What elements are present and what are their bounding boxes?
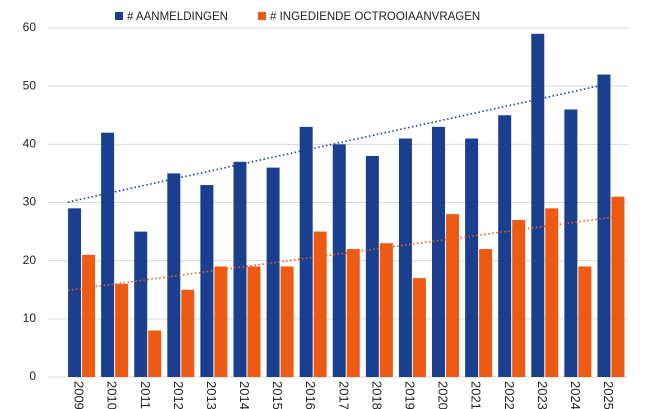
trend-line (67, 216, 612, 292)
bar (346, 249, 360, 377)
x-tick-label: 2024 (568, 381, 583, 409)
bar (578, 266, 592, 377)
bar (68, 208, 82, 377)
bar (479, 249, 493, 377)
y-tick-label: 0 (29, 369, 36, 383)
x-tick-label: 2015 (270, 381, 285, 409)
bar (498, 115, 512, 377)
bar (545, 208, 559, 377)
bar (465, 138, 479, 377)
x-tick-label: 2025 (601, 381, 616, 409)
x-tick-label: 2018 (369, 381, 384, 409)
bar (101, 132, 115, 377)
y-tick-label: 60 (23, 20, 37, 34)
y-tick-label: 30 (23, 195, 37, 209)
x-tick-label: 2022 (502, 381, 517, 409)
y-tick-label: 20 (23, 253, 37, 267)
bar (214, 266, 228, 377)
bar (115, 283, 129, 377)
x-tick-label: 2009 (72, 381, 87, 409)
bar (432, 126, 446, 377)
bar (611, 196, 625, 377)
bar (597, 74, 611, 378)
bar (167, 173, 181, 377)
bar (379, 243, 393, 377)
bar (512, 219, 526, 377)
bar (531, 33, 545, 378)
x-tick-label: 2011 (138, 381, 153, 409)
legend-label: # AANMELDINGEN (127, 11, 228, 23)
bar (134, 231, 148, 377)
bar (181, 289, 195, 377)
x-tick-label: 2023 (535, 381, 550, 409)
y-tick-label: 50 (23, 78, 37, 92)
bar (247, 266, 261, 377)
legend-swatch (115, 12, 123, 20)
bar (446, 214, 460, 377)
bar (365, 155, 379, 377)
x-tick-label: 2010 (105, 381, 120, 409)
bar (412, 278, 426, 377)
bar (233, 161, 247, 377)
x-tick-label: 2014 (237, 381, 252, 409)
legend-label: # INGEDIENDE OCTROOIAANVRAGEN (270, 11, 480, 23)
bar (266, 167, 280, 377)
x-tick-label: 2016 (303, 381, 318, 409)
bar (313, 231, 327, 377)
bar (148, 330, 162, 377)
bar (299, 126, 313, 377)
bar (564, 109, 578, 377)
y-tick-label: 40 (23, 137, 37, 151)
x-tick-label: 2020 (436, 381, 451, 409)
x-tick-label: 2019 (402, 381, 417, 409)
bar (398, 138, 412, 377)
bar (332, 144, 346, 377)
x-tick-label: 2012 (171, 381, 186, 409)
bar (82, 254, 96, 377)
trend-line (67, 82, 612, 203)
y-tick-label: 10 (23, 311, 37, 325)
x-tick-label: 2017 (336, 381, 351, 409)
legend-swatch (257, 12, 266, 20)
x-tick-label: 2021 (469, 381, 484, 409)
bar (200, 185, 214, 377)
bar (280, 266, 294, 377)
x-tick-label: 2013 (204, 381, 219, 409)
